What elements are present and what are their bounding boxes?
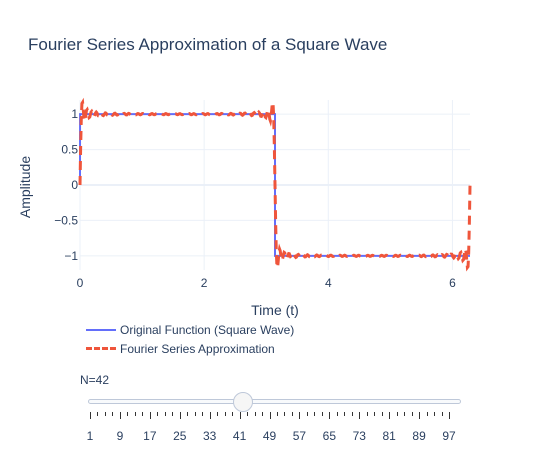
series-line-fourier bbox=[78, 97, 472, 273]
slider-minor-tick bbox=[157, 412, 159, 416]
slider-minor-tick bbox=[374, 412, 376, 416]
slider-tick bbox=[299, 412, 301, 419]
slider-handle[interactable] bbox=[233, 392, 253, 412]
legend: Original Function (Square Wave) Fourier … bbox=[86, 320, 294, 358]
slider-tick-label: 9 bbox=[116, 429, 124, 443]
chart-title: Fourier Series Approximation of a Square… bbox=[28, 35, 388, 54]
slider-tick-label: 41 bbox=[232, 429, 247, 443]
slider-current-value: N=42 bbox=[80, 373, 110, 387]
slider-tick-label: 33 bbox=[202, 429, 217, 443]
slider-tick-label: 81 bbox=[382, 429, 396, 443]
slider-tick-label: 17 bbox=[143, 429, 157, 443]
slider-minor-tick bbox=[134, 412, 136, 416]
y-tick-label: −1 bbox=[64, 249, 78, 263]
x-tick-label: 2 bbox=[201, 276, 208, 290]
slider-minor-tick bbox=[381, 412, 383, 416]
slider-minor-tick bbox=[344, 412, 346, 416]
legend-swatch-solid bbox=[86, 328, 116, 331]
slider-minor-tick bbox=[254, 412, 256, 416]
x-tick-label: 0 bbox=[77, 276, 84, 290]
slider-minor-tick bbox=[314, 412, 316, 416]
slider-tick bbox=[359, 412, 361, 419]
slider-minor-tick bbox=[336, 412, 338, 416]
slider-tick-label: 97 bbox=[442, 429, 456, 443]
x-tick-label: 4 bbox=[325, 276, 332, 290]
plot-area[interactable]: 1 0.5 0 −0.5 −1 0 2 4 6 Time (t) Amplitude bbox=[0, 0, 550, 320]
slider-minor-tick bbox=[164, 412, 166, 416]
slider-minor-tick bbox=[262, 412, 264, 416]
x-axis-title: Time (t) bbox=[251, 302, 299, 318]
y-tick-label: 1 bbox=[71, 107, 78, 121]
slider-tick bbox=[329, 412, 331, 419]
slider-minor-tick bbox=[321, 412, 323, 416]
slider-minor-tick bbox=[291, 412, 293, 416]
slider-minor-tick bbox=[194, 412, 196, 416]
slider-tick bbox=[209, 412, 211, 419]
slider-minor-tick bbox=[224, 412, 226, 416]
slider-tick-label: 65 bbox=[322, 429, 337, 443]
slider-minor-tick bbox=[187, 412, 189, 416]
slider-minor-tick bbox=[112, 412, 114, 416]
slider-tick bbox=[389, 412, 391, 419]
slider-tick-label: 1 bbox=[86, 429, 94, 443]
slider-tick-label: 89 bbox=[412, 429, 426, 443]
slider-tick bbox=[119, 412, 121, 419]
slider-minor-tick bbox=[232, 412, 234, 416]
slider-tick bbox=[179, 412, 181, 419]
slider-track[interactable] bbox=[88, 399, 461, 404]
slider-tick bbox=[419, 412, 421, 419]
slider-tick bbox=[90, 412, 91, 419]
slider-minor-tick bbox=[366, 412, 368, 416]
slider-minor-tick bbox=[404, 412, 406, 416]
legend-item-original[interactable]: Original Function (Square Wave) bbox=[86, 320, 294, 339]
y-tick-label: 0.5 bbox=[61, 143, 78, 157]
slider-minor-tick bbox=[351, 412, 353, 416]
slider-tick-label: 25 bbox=[173, 429, 187, 443]
slider-minor-tick bbox=[426, 412, 428, 416]
slider-tick-label: 49 bbox=[262, 429, 277, 443]
slider-minor-tick bbox=[306, 412, 308, 416]
slider-minor-tick bbox=[284, 412, 286, 416]
slider-minor-tick bbox=[411, 412, 413, 416]
legend-swatch-dashed bbox=[86, 347, 116, 350]
slider-ticks: 1 9 17 25 33 41 49 57 65 73 81 89 97 bbox=[0, 412, 550, 452]
slider-minor-tick bbox=[276, 412, 278, 416]
legend-label-original: Original Function (Square Wave) bbox=[120, 322, 295, 337]
slider-tick bbox=[149, 412, 151, 419]
slider-minor-tick bbox=[441, 412, 443, 416]
series-lines bbox=[78, 97, 472, 273]
slider-minor-tick bbox=[434, 412, 436, 416]
slider-tick bbox=[269, 412, 271, 419]
slider-tick-label: 57 bbox=[292, 429, 307, 443]
slider-minor-tick bbox=[104, 412, 106, 416]
x-tick-label: 6 bbox=[449, 276, 456, 290]
slider-minor-tick bbox=[247, 412, 249, 416]
slider-minor-tick bbox=[127, 412, 129, 416]
slider-minor-tick bbox=[142, 412, 144, 416]
slider-tick bbox=[239, 412, 241, 419]
slider-minor-tick bbox=[396, 412, 398, 416]
slider-tick bbox=[449, 412, 450, 419]
slider-tick-label: 73 bbox=[352, 429, 366, 443]
slider-minor-tick bbox=[202, 412, 204, 416]
y-axis-title: Amplitude bbox=[17, 156, 33, 218]
slider-minor-tick bbox=[97, 412, 99, 416]
legend-label-fourier: Fourier Series Approximation bbox=[120, 341, 275, 356]
tick-labels: 1 0.5 0 −0.5 −1 0 2 4 6 bbox=[54, 107, 456, 290]
y-tick-label: 0 bbox=[71, 178, 78, 192]
legend-item-fourier[interactable]: Fourier Series Approximation bbox=[86, 339, 294, 358]
y-tick-label: −0.5 bbox=[54, 213, 78, 227]
slider-minor-tick bbox=[172, 412, 174, 416]
slider-minor-tick bbox=[217, 412, 219, 416]
